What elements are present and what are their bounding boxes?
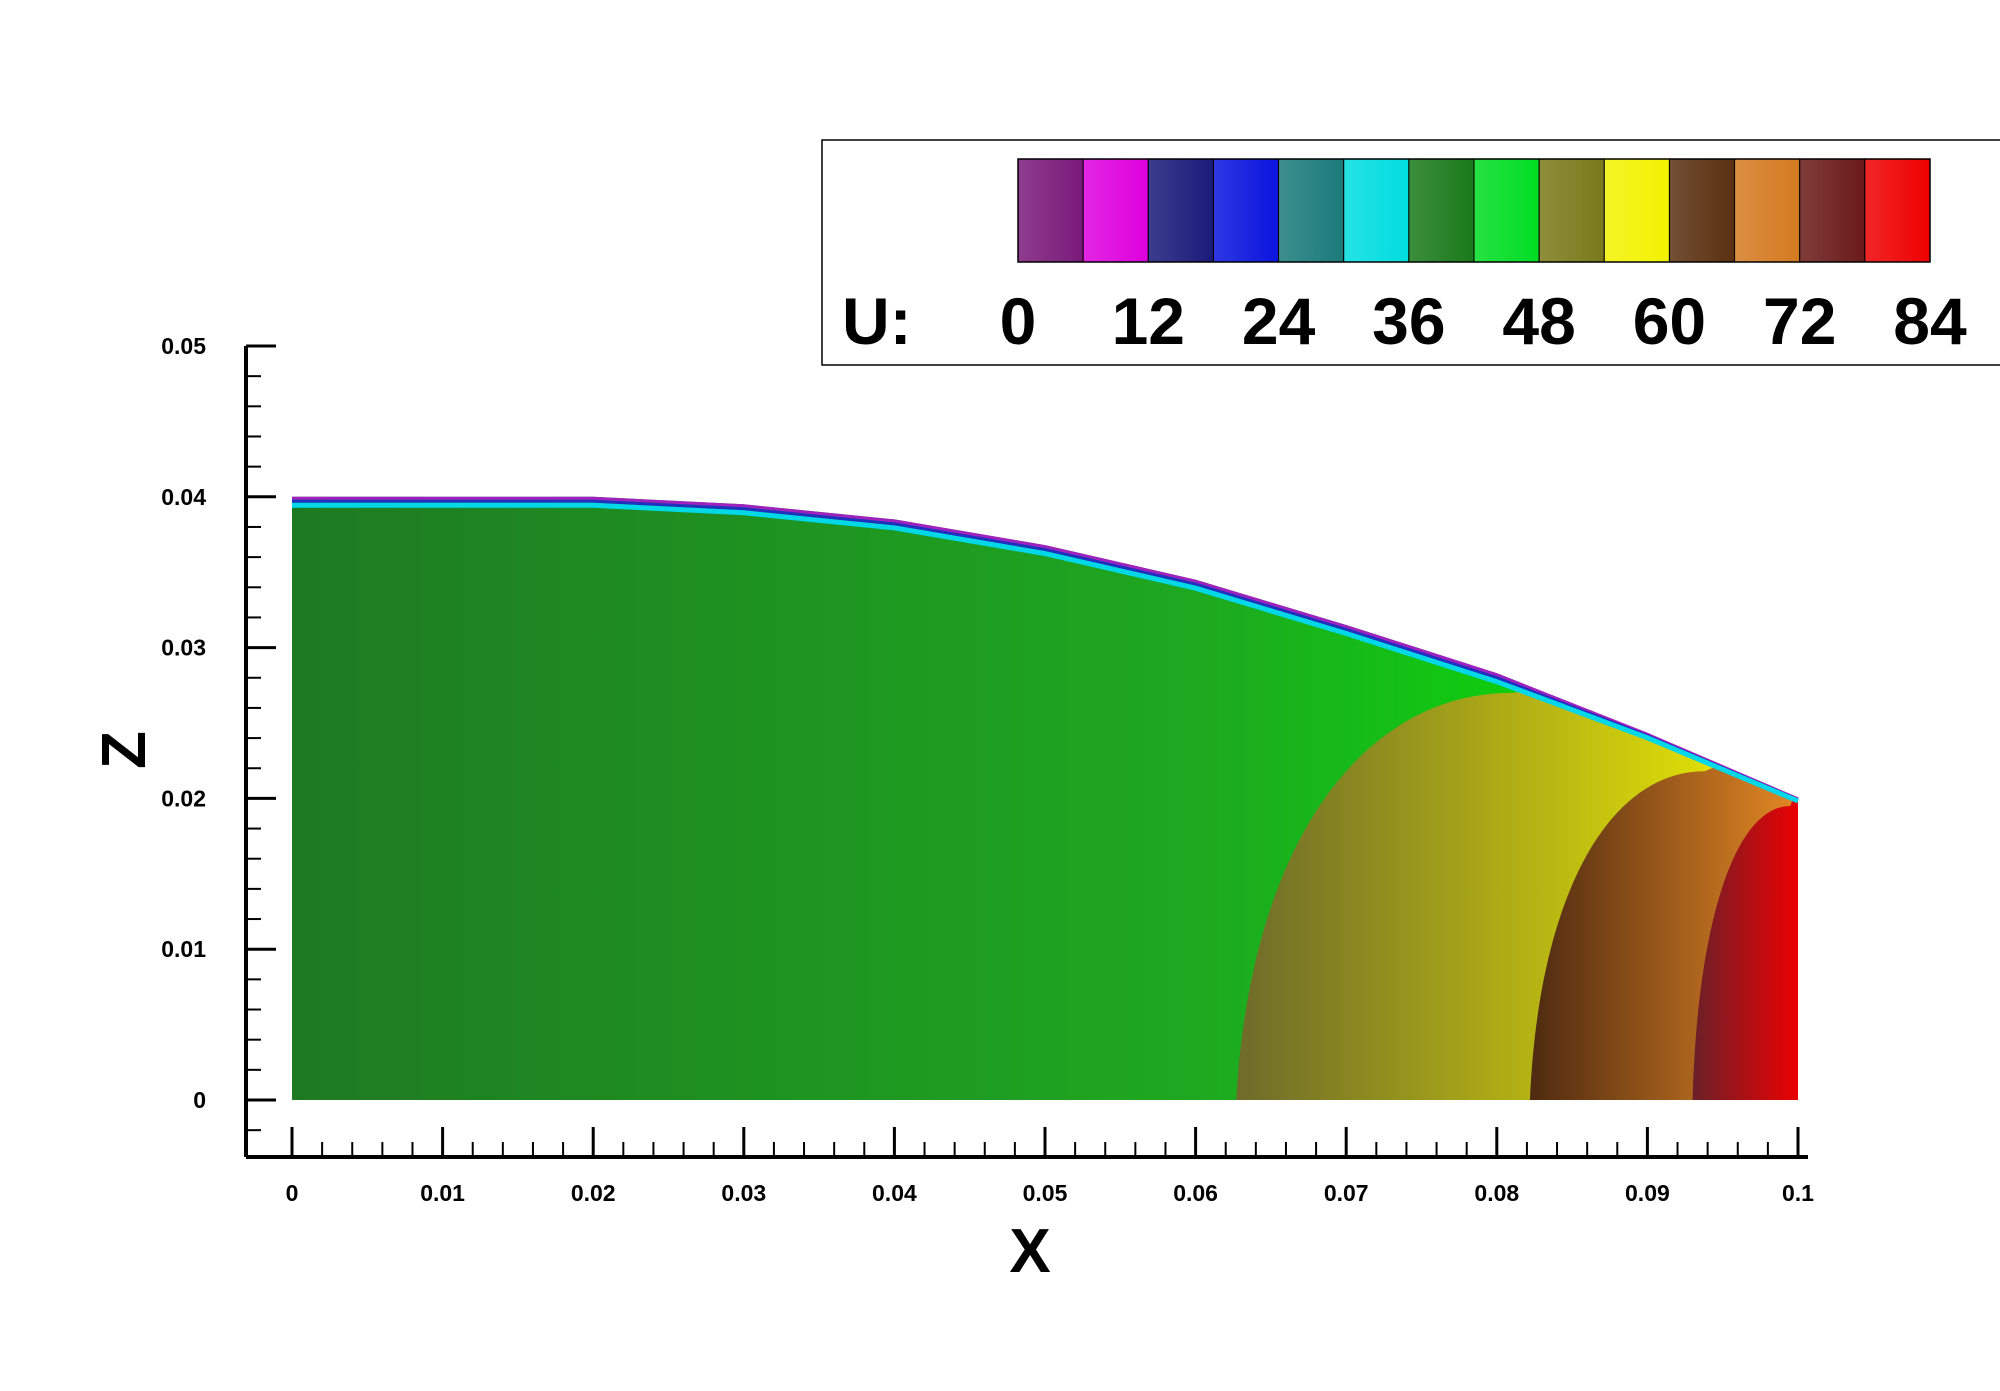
x-tick-label: 0.04 [872,1180,917,1206]
colorbar-legend: U: 0 12 24 36 48 60 72 84 [821,139,2000,366]
colorbar-border [1017,158,1931,263]
colorbar-tick-label: 72 [1763,284,1836,358]
colorbar-label: U: [842,284,912,358]
colorbar-tick-label: 12 [1112,284,1185,358]
x-tick-label: 0.09 [1625,1180,1670,1206]
colorbar-tick-labels: 0 12 24 36 48 60 72 84 [1000,284,1967,358]
x-tick-label: 0.03 [721,1180,766,1206]
colorbar-tick-label: 84 [1893,284,1967,358]
colorbar-tick-label: 24 [1242,284,1316,358]
colorbar-band [1212,158,1280,263]
colorbar-band [1343,158,1410,263]
colorbar-tick-label: 48 [1502,284,1575,358]
y-tick-label: 0.05 [161,333,206,359]
colorbar-bands [1017,158,1931,263]
colorbar-band [1538,158,1605,263]
x-tick-label: 0.08 [1474,1180,1519,1206]
colorbar-band [1408,158,1475,263]
colorbar-band [1734,158,1801,263]
colorbar-tick-label: 0 [1000,284,1037,358]
colorbar-band [1799,158,1866,263]
colorbar-band [1147,158,1214,263]
colorbar-band [1668,158,1736,263]
x-tick-label: 0.1 [1782,1180,1814,1206]
wall-band-magenta [292,496,1799,801]
colorbar-band [1473,158,1540,263]
colorbar-band [1603,158,1670,263]
field-region-84 [1692,765,1798,1100]
wall-band-blue [292,499,1799,802]
y-tick-label: 0.03 [161,635,206,661]
colorbar-band [1864,158,1931,263]
x-tick-label: 0.07 [1324,1180,1369,1206]
x-tick-label: 0.02 [571,1180,616,1206]
x-tick-label: 0.06 [1173,1180,1218,1206]
x-tick-label: 0 [286,1180,299,1206]
colorbar-tick-label: 60 [1633,284,1706,358]
y-tick-label: 0.01 [161,936,206,962]
y-tick-label: 0.02 [161,785,206,811]
colorbar-band [1082,158,1149,263]
axes: 0 0.01 0.02 0.03 0.04 0.05 0.06 0.07 0.08 0.09 0.1… [90,333,1814,1286]
wall-band-cyan [292,502,1799,804]
colorbar-tick-label: 36 [1372,284,1445,358]
x-tick-label: 0.05 [1023,1180,1068,1206]
velocity-field [292,496,1798,1100]
y-axis-title: Z [90,731,159,769]
x-axis-title: X [1009,1217,1050,1286]
y-tick-label: 0 [193,1087,206,1113]
y-tick-label: 0.04 [161,484,206,510]
colorbar-band [1017,158,1084,263]
x-tick-label: 0.01 [420,1180,465,1206]
wall-boundary-layer [292,496,1799,804]
colorbar-band [1278,158,1345,263]
